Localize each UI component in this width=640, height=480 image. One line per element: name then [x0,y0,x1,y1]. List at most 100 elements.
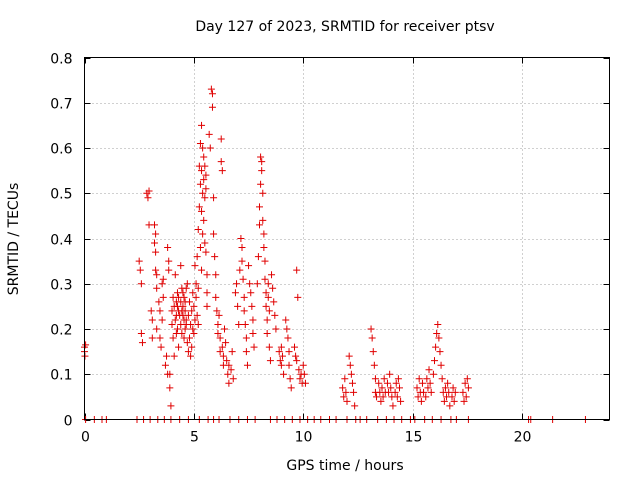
data-point [263,316,271,324]
y-tick-label: 0 [64,414,73,430]
data-point [187,352,195,360]
data-point [451,388,459,396]
data-point [180,293,188,301]
data-point [268,271,276,279]
data-point [285,348,293,356]
data-point [213,307,221,315]
data-point [195,203,203,211]
data-point [225,361,233,369]
data-point [206,144,214,152]
data-point [262,289,270,297]
data-point [137,330,145,338]
data-point [161,361,169,369]
data-point [441,384,449,392]
data-point [259,216,267,224]
data-point [153,271,161,279]
data-point [445,388,453,396]
data-point [262,302,270,310]
data-point [82,341,90,349]
data-point [283,325,291,333]
data-point [210,194,218,202]
data-point [179,302,187,310]
data-point [286,375,294,383]
data-point [196,244,204,252]
data-point [187,320,195,328]
data-point [159,275,167,283]
data-point [155,298,163,306]
data-point [199,189,207,197]
data-point [193,253,201,261]
data-point [420,388,428,396]
data-point [235,320,243,328]
data-point [198,207,206,215]
data-point [256,221,263,229]
data-point [394,375,402,383]
data-point [157,343,165,351]
data-point [205,130,213,138]
data-point [415,375,423,383]
data-point [266,357,274,365]
data-point [431,357,438,365]
data-point [440,397,448,405]
data-point [277,361,285,369]
data-point [165,266,173,274]
data-point [202,185,210,193]
data-point [241,320,249,328]
data-point [275,348,283,356]
data-point [214,330,222,338]
data-point [183,280,191,288]
data-point [347,370,355,378]
data-point [171,271,179,279]
data-point [192,280,200,288]
data-point [198,121,206,129]
axis-ticks: 0 0.1 0.2 0.3 0.4 0.5 0.6 0.7 0.8 0 5 10 15 20 [50,52,610,446]
data-point [208,103,216,111]
data-point [276,357,284,365]
data-point [194,284,202,292]
data-point [350,388,358,396]
data-point [261,275,269,283]
data-point [191,262,199,270]
data-point [300,370,308,378]
data-point [254,253,262,261]
data-point [437,361,445,369]
data-point [215,311,223,319]
data-point [296,375,304,383]
data-point [178,330,186,338]
data-point [418,379,426,387]
data-point [188,343,196,351]
data-point [203,302,211,310]
data-point [417,397,425,405]
data-point [348,379,356,387]
data-point [198,167,206,175]
data-point [265,343,273,351]
data-point [342,388,350,396]
data-point [151,221,158,229]
data-point [227,366,235,374]
data-point [153,325,161,333]
y-tick-label: 0.2 [50,323,72,339]
data-point [186,334,193,342]
data-point [188,307,196,315]
y-tick-label: 0.5 [50,187,72,203]
data-point [181,307,189,315]
data-point [425,366,433,374]
data-point [224,370,232,378]
data-point [434,320,442,328]
data-point [463,375,471,383]
data-point [343,397,351,405]
x-tick-label: 5 [190,430,199,446]
data-point [152,266,160,274]
data-point [193,311,201,319]
data-point [341,375,349,383]
data-point [397,397,405,405]
data-point [270,298,278,306]
data-point [153,284,161,292]
data-point [272,325,280,333]
data-point [168,320,176,328]
data-point [459,388,467,396]
data-point [263,330,271,338]
data-point [448,393,456,401]
data-point [203,271,211,279]
data-point [242,348,250,356]
